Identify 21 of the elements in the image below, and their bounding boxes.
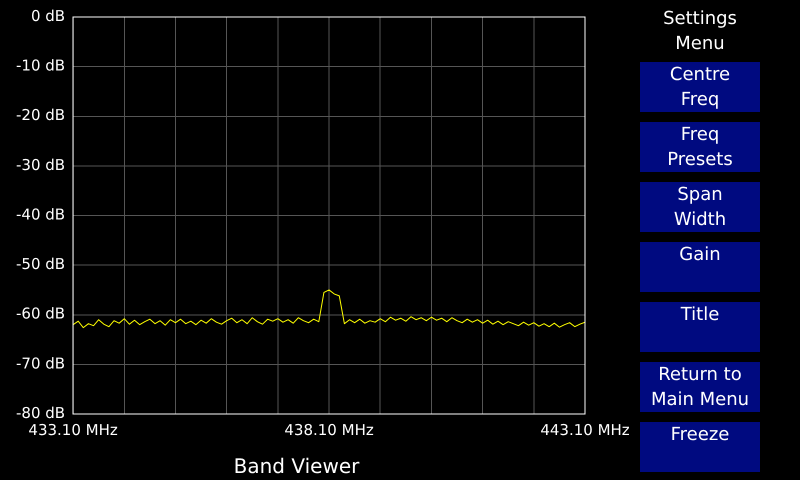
y-tick-label: -70 dB xyxy=(16,354,66,372)
y-tick-label: -50 dB xyxy=(16,255,66,274)
x-tick-label: 443.10 MHz xyxy=(540,420,630,439)
button: Span Width xyxy=(640,182,760,232)
x-tick-label: 438.10 MHz xyxy=(284,420,374,439)
y-tick-label: -80 dB xyxy=(16,404,66,422)
y-tick-label: -40 dB xyxy=(16,205,66,224)
text: Settings Menu xyxy=(662,7,738,56)
y-tick-label: -60 dB xyxy=(16,304,66,323)
text: Band Viewer xyxy=(234,454,360,478)
button: Freeze xyxy=(640,422,760,472)
button: Freq Presets xyxy=(640,122,760,172)
y-tick-label: -30 dB xyxy=(16,156,66,174)
y-tick-label: -20 dB xyxy=(16,106,66,124)
button: Title xyxy=(640,302,760,352)
button: Return to Main Menu xyxy=(640,362,760,412)
y-tick-label: 0 dB xyxy=(30,6,66,25)
y-tick-label: -10 dB xyxy=(16,56,66,75)
x-tick-label: 433.10 MHz xyxy=(28,420,118,439)
button: Gain xyxy=(640,242,760,292)
button: Centre Freq xyxy=(640,62,760,112)
